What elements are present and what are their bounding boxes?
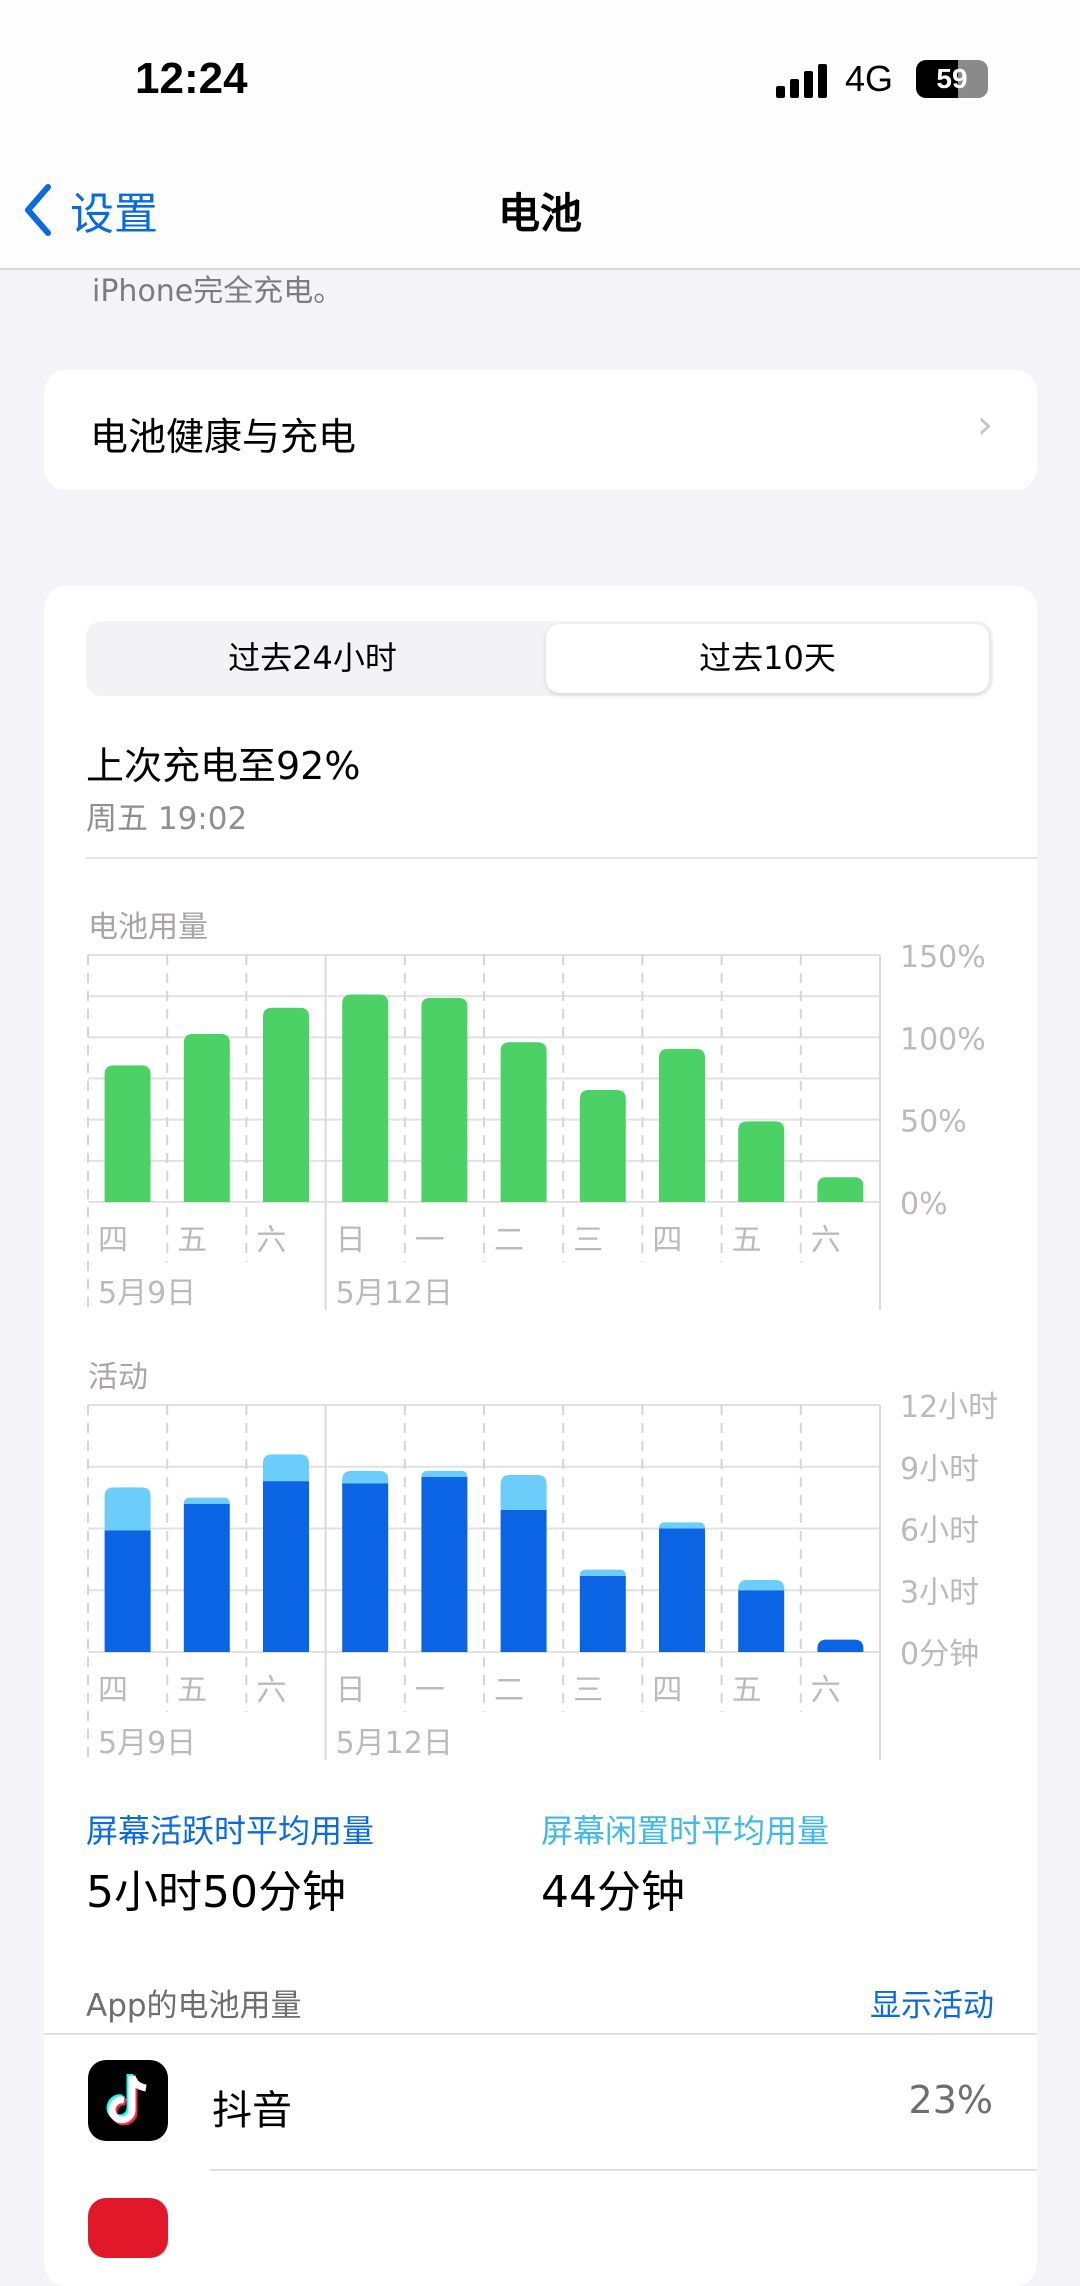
x-tick-label: 五 xyxy=(732,1223,762,1258)
bar-segment xyxy=(579,1569,626,1576)
period-segmented-control: 过去24小时 过去10天 xyxy=(86,621,993,696)
bar-segment xyxy=(579,1575,626,1652)
activity-chart-title: 活动 xyxy=(88,1360,148,1395)
y-tick-label: 12小时 xyxy=(900,1390,998,1425)
x-tick-label: 日 xyxy=(336,1673,366,1708)
battery-chart-title: 电池用量 xyxy=(88,910,208,945)
x-tick-label: 二 xyxy=(494,1673,524,1708)
x-tick-label: 四 xyxy=(652,1223,682,1258)
bar xyxy=(500,1042,547,1202)
date-label: 5月9日 xyxy=(98,1726,196,1761)
y-tick-label: 150% xyxy=(900,940,986,975)
bar-segment xyxy=(817,1639,864,1652)
bar-segment xyxy=(263,1454,309,1482)
chevron-left-icon xyxy=(25,184,51,236)
show-activity-button[interactable]: 显示活动 xyxy=(870,1988,994,2024)
chevron-right-icon: › xyxy=(977,402,993,448)
date-label: 5月12日 xyxy=(336,1276,453,1311)
x-tick-label: 一 xyxy=(415,1673,445,1708)
tab-last-10-days[interactable]: 过去10天 xyxy=(546,624,989,693)
bar xyxy=(579,1090,626,1202)
bar xyxy=(342,994,389,1202)
x-tick-label: 三 xyxy=(573,1223,603,1258)
bar xyxy=(104,1065,151,1202)
last-charge-title: 上次充电至92% xyxy=(86,744,361,788)
screen-off-value: 44分钟 xyxy=(541,1867,685,1918)
back-label: 设置 xyxy=(70,189,158,240)
y-tick-label: 0% xyxy=(900,1187,948,1222)
divider xyxy=(210,2169,1037,2171)
x-tick-label: 一 xyxy=(415,1223,445,1258)
bar-segment xyxy=(659,1528,705,1652)
divider xyxy=(44,2033,1037,2035)
battery-health-label: 电池健康与充电 xyxy=(90,415,357,459)
bar-segment xyxy=(342,1483,389,1652)
cellular-signal-icon xyxy=(776,64,827,98)
x-tick-label: 四 xyxy=(652,1673,682,1708)
battery-usage-chart: 0% 50% 100% 150% 四 五 六 日 一 二 三 四 五 六 5月9日 5月12日 xyxy=(87,940,986,1311)
screen-on-value: 5小时50分钟 xyxy=(86,1867,346,1918)
screen-off-label: 屏幕闲置时平均用量 xyxy=(541,1812,830,1850)
x-tick-label: 四 xyxy=(98,1223,128,1258)
bar-segment xyxy=(104,1530,151,1652)
bar xyxy=(183,1034,230,1202)
app-name[interactable]: 抖音 xyxy=(212,2088,292,2134)
x-tick-label: 三 xyxy=(573,1673,603,1708)
y-tick-label: 9小时 xyxy=(900,1452,979,1487)
charge-note: iPhone完全充电。 xyxy=(92,274,344,309)
bar-segment xyxy=(500,1509,547,1652)
status-time: 12:24 xyxy=(135,54,248,103)
y-tick-label: 0分钟 xyxy=(900,1637,979,1672)
bar xyxy=(738,1121,785,1202)
bar xyxy=(263,1007,309,1202)
x-tick-label: 五 xyxy=(177,1223,207,1258)
y-tick-label: 3小时 xyxy=(900,1575,979,1610)
bar-segment xyxy=(421,1477,468,1652)
x-tick-label: 四 xyxy=(98,1673,128,1708)
back-button[interactable]: 设置 xyxy=(22,178,158,242)
bar-segment xyxy=(183,1497,230,1504)
tab-last-24-hours[interactable]: 过去24小时 xyxy=(228,639,397,677)
y-tick-label: 6小时 xyxy=(900,1514,979,1549)
divider xyxy=(86,857,1037,859)
usage-card xyxy=(44,586,1037,2286)
bar-segment xyxy=(500,1474,547,1510)
x-tick-label: 六 xyxy=(256,1673,286,1708)
page-title: 电池 xyxy=(497,189,582,238)
app-usage-header: App的电池用量 xyxy=(86,1988,302,2024)
app-percent: 23% xyxy=(908,2078,993,2122)
y-tick-label: 50% xyxy=(900,1105,967,1140)
bar-segment xyxy=(104,1487,151,1531)
date-label: 5月12日 xyxy=(336,1726,453,1761)
x-tick-label: 五 xyxy=(732,1673,762,1708)
x-tick-label: 五 xyxy=(177,1673,207,1708)
douyin-icon xyxy=(88,2060,168,2141)
bar-segment xyxy=(738,1590,785,1652)
date-label: 5月9日 xyxy=(98,1276,196,1311)
bar-segment xyxy=(183,1503,230,1652)
screen-on-label: 屏幕活跃时平均用量 xyxy=(86,1812,375,1850)
network-type: 4G xyxy=(845,58,894,99)
bar xyxy=(659,1048,705,1202)
y-tick-label: 100% xyxy=(900,1022,986,1057)
x-tick-label: 日 xyxy=(336,1223,366,1258)
bar-segment xyxy=(342,1470,389,1484)
bar-segment xyxy=(421,1470,468,1478)
navigation-bar xyxy=(0,0,1080,270)
bar xyxy=(817,1177,864,1202)
last-charge-time: 周五 19:02 xyxy=(86,801,248,837)
x-tick-label: 六 xyxy=(256,1223,286,1258)
bar-segment xyxy=(263,1481,309,1652)
app-icon xyxy=(88,2198,168,2258)
bar-segment xyxy=(659,1522,705,1529)
bar xyxy=(421,997,468,1202)
x-tick-label: 二 xyxy=(494,1223,524,1258)
battery-health-row[interactable]: 电池健康与充电 › xyxy=(44,370,1037,490)
battery-icon: 59 xyxy=(916,60,988,98)
x-tick-label: 六 xyxy=(811,1223,841,1258)
bar-segment xyxy=(738,1579,785,1591)
x-tick-label: 六 xyxy=(811,1673,841,1708)
